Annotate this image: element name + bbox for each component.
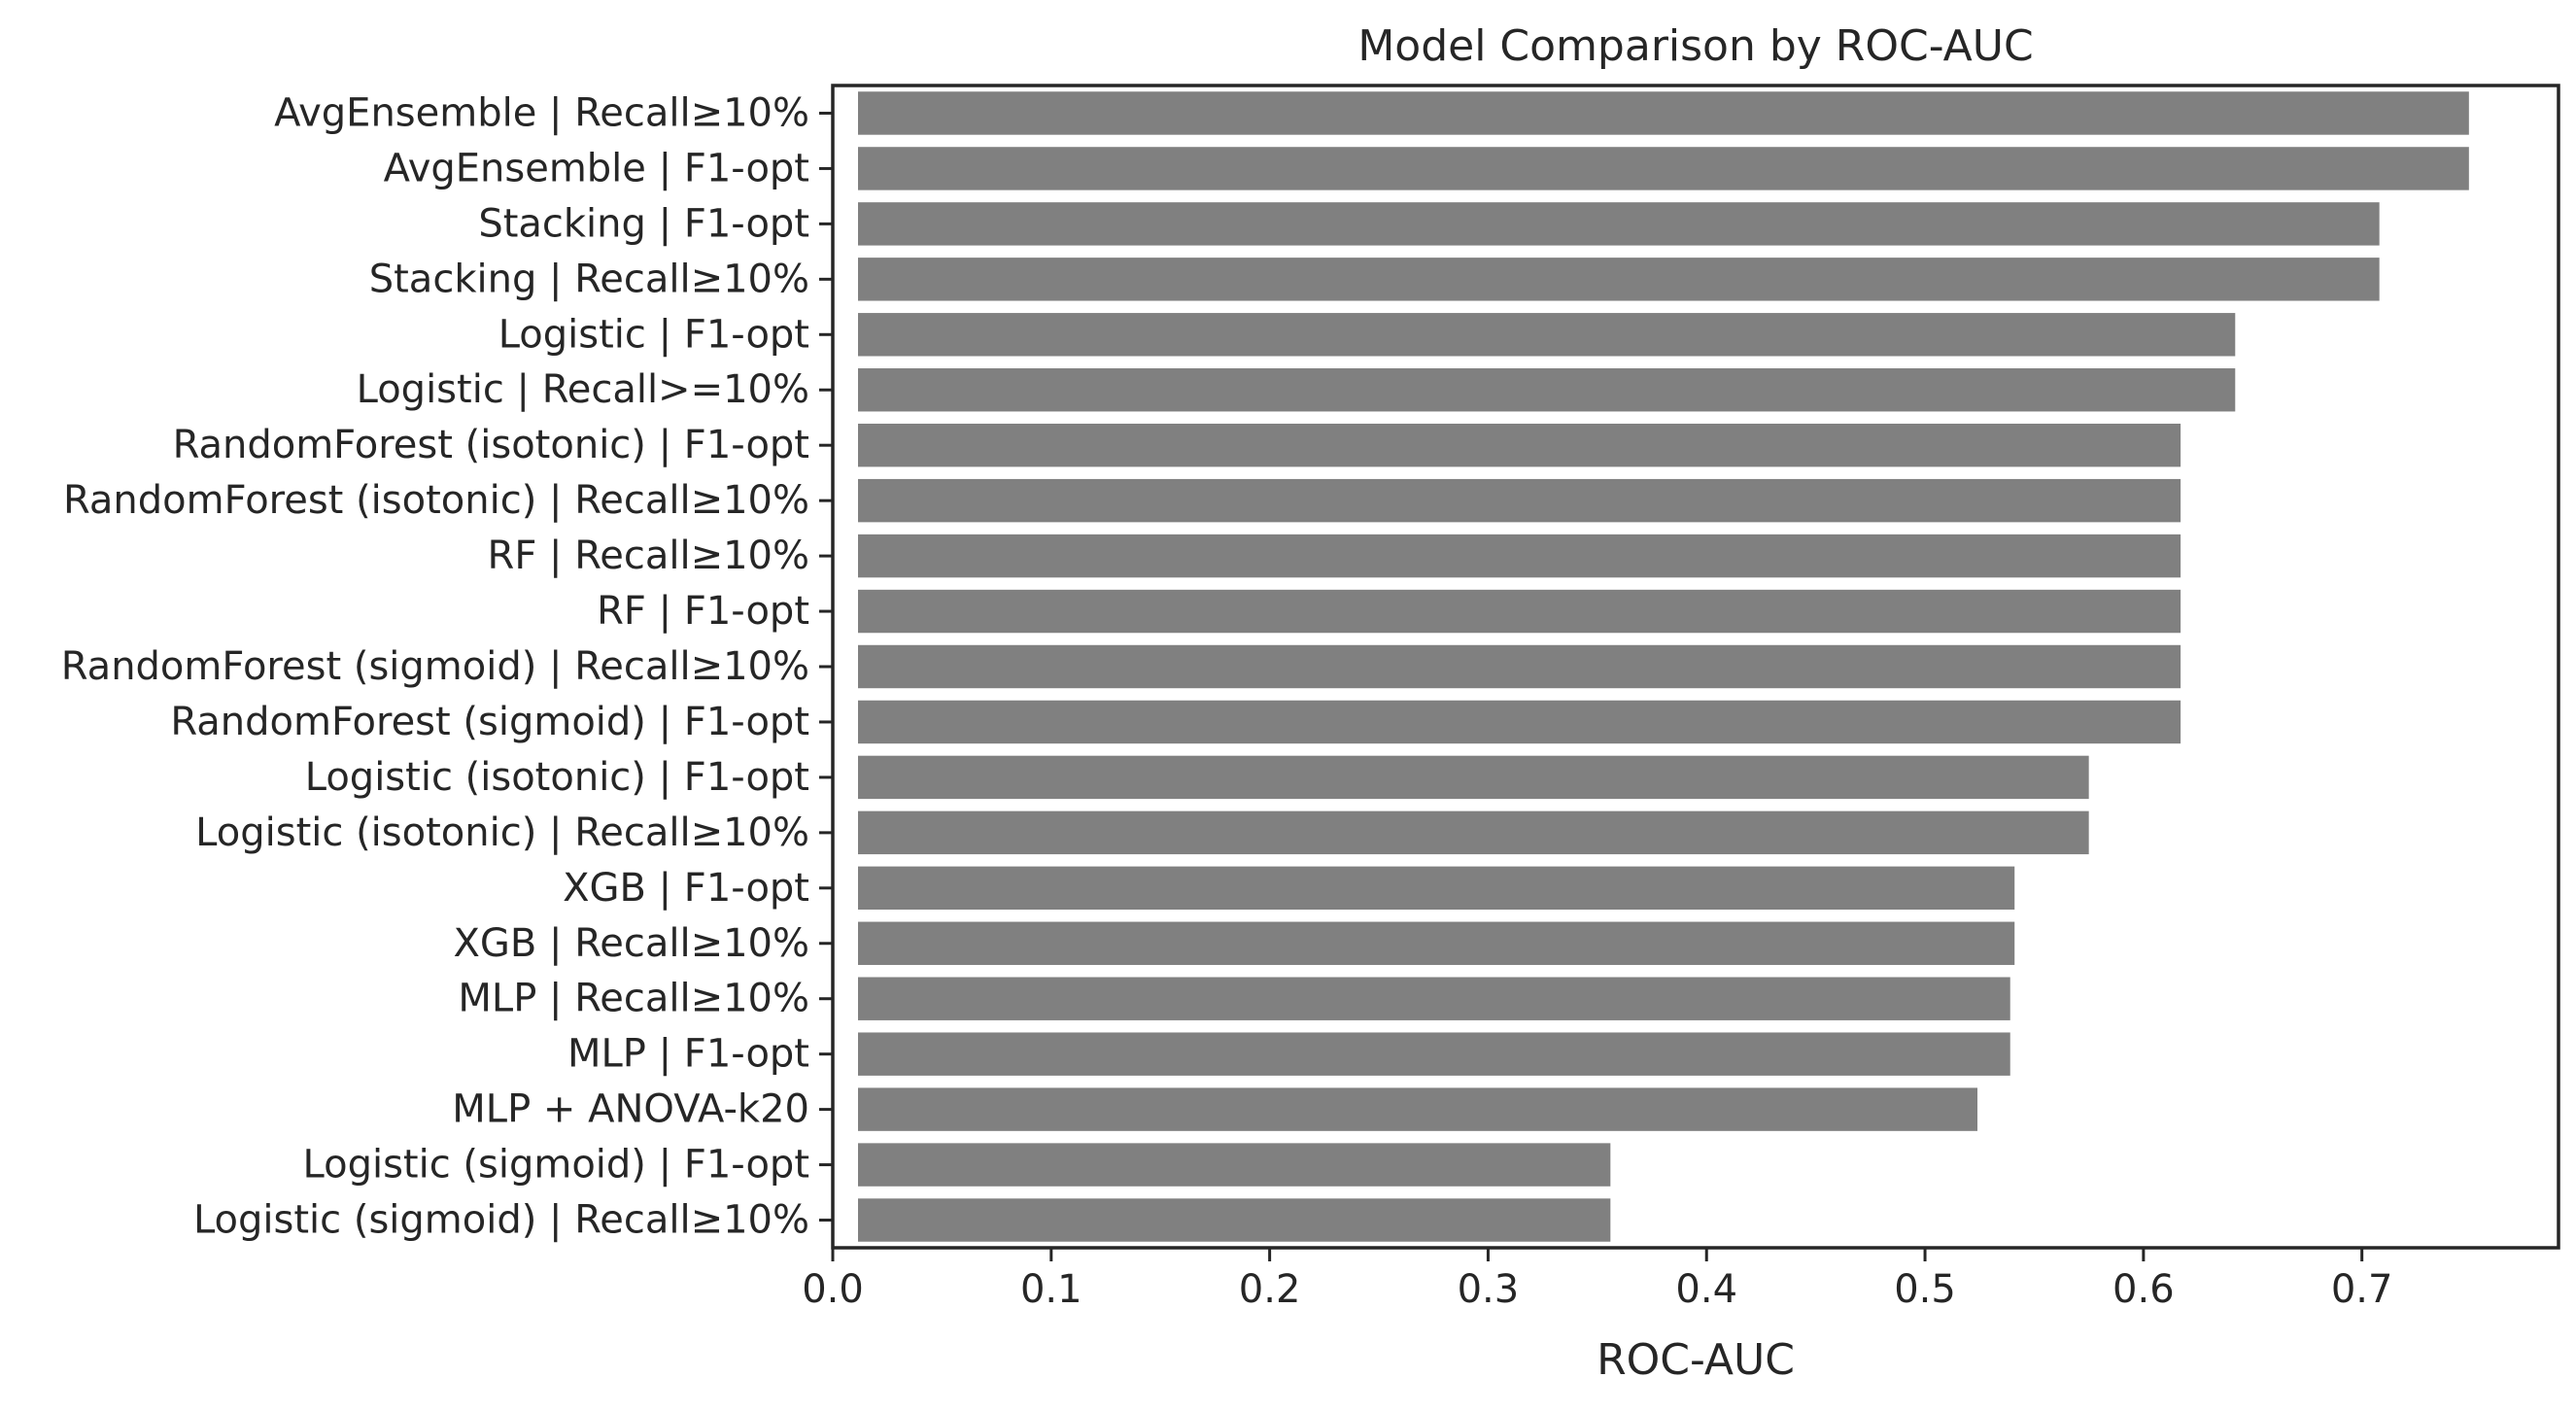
bar	[858, 1087, 1978, 1131]
y-tick-label: AvgEnsemble | Recall≥10%	[274, 90, 809, 135]
bars-group	[858, 91, 2469, 1242]
y-tick-label: Logistic (sigmoid) | Recall≥10%	[193, 1198, 809, 1243]
bar	[858, 866, 2015, 911]
x-tick-label: 0.5	[1894, 1267, 1956, 1312]
y-tick-label: Stacking | Recall≥10%	[369, 257, 809, 301]
y-tick-label: RandomForest (isotonic) | Recall≥10%	[63, 478, 809, 523]
bar	[858, 1143, 1611, 1187]
y-tick-label: Logistic (isotonic) | Recall≥10%	[195, 810, 809, 855]
x-tick-label: 0.7	[2331, 1267, 2393, 1312]
y-tick-label: MLP | Recall≥10%	[458, 977, 809, 1021]
x-axis-ticks: 0.0 0.1 0.2 0.3 0.4 0.5 0.6 0.7	[802, 1248, 2392, 1312]
y-tick-label: XGB | Recall≥10%	[453, 921, 809, 966]
y-tick-label: RandomForest (isotonic) | F1-opt	[173, 423, 809, 467]
chart-title: Model Comparison by ROC-AUC	[1357, 21, 2033, 71]
bar	[858, 423, 2181, 467]
bar	[858, 810, 2089, 855]
bar	[858, 921, 2015, 965]
x-tick-label: 0.2	[1239, 1267, 1301, 1312]
y-tick-label: MLP | F1-opt	[567, 1032, 809, 1077]
y-tick-label: Logistic (sigmoid) | F1-opt	[303, 1143, 809, 1188]
y-tick-label: RF | F1-opt	[597, 589, 809, 634]
y-tick-label: MLP + ANOVA-k20	[452, 1087, 809, 1132]
bar	[858, 91, 2469, 135]
bar	[858, 589, 2181, 634]
y-tick-label: Logistic | F1-opt	[498, 312, 809, 357]
bar	[858, 313, 2236, 357]
x-tick-label: 0.6	[2112, 1267, 2175, 1312]
bar	[858, 258, 2380, 301]
x-tick-label: 0.4	[1675, 1267, 1737, 1312]
bar	[858, 977, 2010, 1020]
y-tick-label: RF | Recall≥10%	[488, 534, 809, 578]
plot-frame	[831, 84, 2560, 1250]
y-tick-label: AvgEnsemble | F1-opt	[384, 146, 809, 190]
y-tick-label: RandomForest (sigmoid) | F1-opt	[170, 700, 809, 744]
bar	[858, 1198, 1611, 1242]
bar	[858, 534, 2181, 578]
y-tick-label: XGB | F1-opt	[563, 866, 809, 911]
bar	[858, 755, 2089, 800]
bar	[858, 147, 2469, 190]
y-tick-label: Stacking | F1-opt	[478, 201, 809, 246]
bar	[858, 1032, 2010, 1076]
bar	[858, 644, 2181, 689]
y-tick-label: Logistic | Recall>=10%	[357, 367, 809, 412]
bar	[858, 478, 2181, 523]
y-tick-label: RandomForest (sigmoid) | Recall≥10%	[61, 644, 809, 689]
y-tick-label: Logistic (isotonic) | F1-opt	[305, 755, 809, 800]
y-axis-ticks: AvgEnsemble | Recall≥10% AvgEnsemble | F1…	[61, 90, 833, 1243]
x-tick-label: 0.1	[1020, 1267, 1082, 1312]
bar	[858, 700, 2181, 744]
x-tick-label: 0.0	[802, 1267, 864, 1312]
bar	[858, 368, 2236, 412]
x-tick-label: 0.3	[1458, 1267, 1520, 1312]
x-axis-label: ROC-AUC	[1597, 1335, 1795, 1385]
bar	[858, 202, 2380, 246]
